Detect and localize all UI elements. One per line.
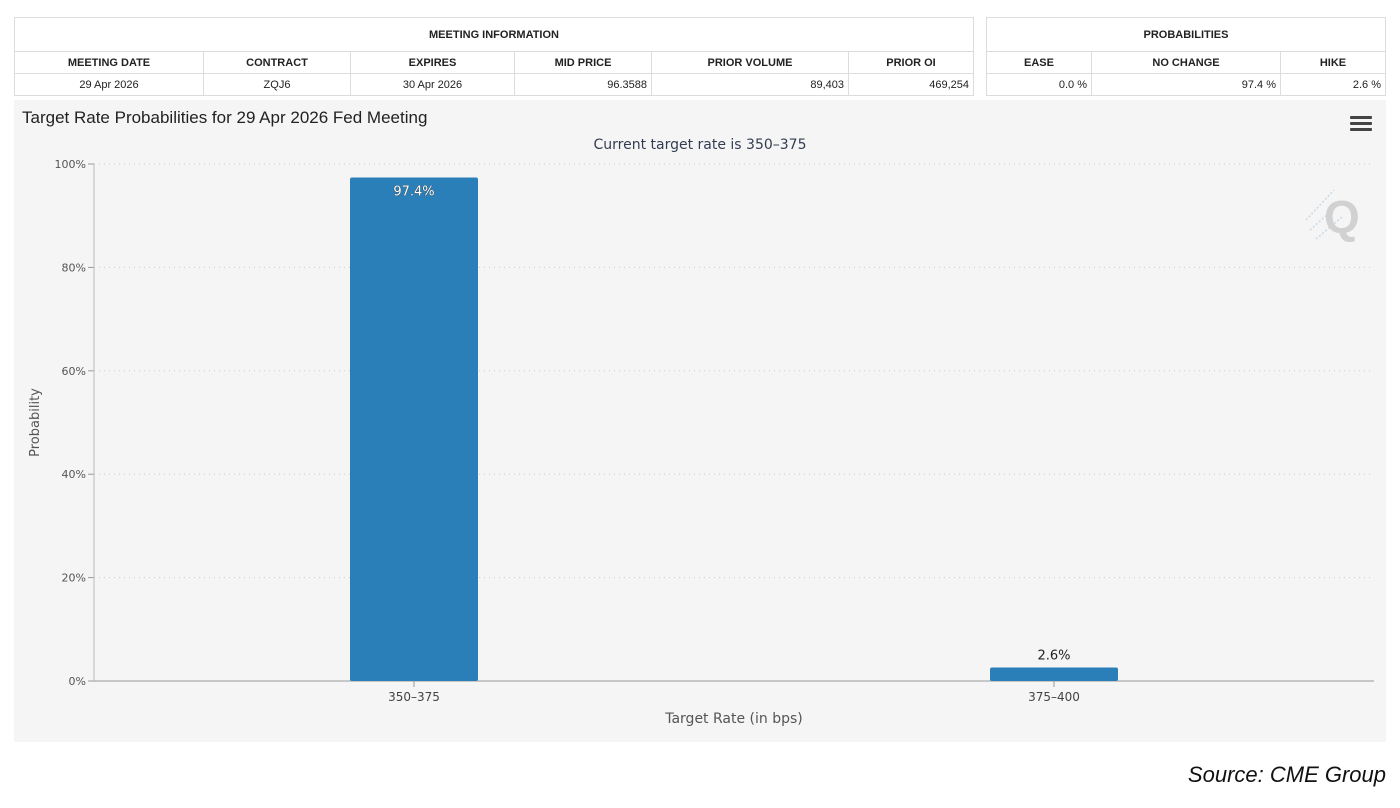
cell-contract: ZQJ6 bbox=[203, 73, 351, 96]
chart-title: Target Rate Probabilities for 29 Apr 202… bbox=[22, 108, 428, 127]
chart-panel: 0% 20% 40% 60% 80% 100% 350–375 97.4% 375–400 2.6… bbox=[14, 100, 1386, 742]
cell-expires: 30 Apr 2026 bbox=[350, 73, 515, 96]
grid-lines bbox=[94, 163, 1374, 579]
probabilities-header: PROBABILITIES bbox=[986, 17, 1386, 52]
q-logo-watermark: Q bbox=[1305, 189, 1360, 243]
col-mid-price: MID PRICE bbox=[514, 51, 652, 74]
y-tick-label: 80% bbox=[62, 261, 86, 274]
labels: 0% 20% 40% 60% 80% 100% 350–375 97.4% 375–400 2.6… bbox=[28, 158, 1080, 727]
data-label: 97.4% bbox=[393, 184, 434, 199]
source-credit: Source: CME Group bbox=[1187, 762, 1386, 787]
col-hike: HIKE bbox=[1280, 51, 1386, 74]
bar-375–400 bbox=[990, 667, 1118, 681]
cell-no-change: 97.4 % bbox=[1091, 73, 1281, 96]
bar-350–375 bbox=[350, 177, 478, 681]
x-tick-label: 350–375 bbox=[388, 690, 440, 704]
col-expires: EXPIRES bbox=[350, 51, 515, 74]
meeting-information-header: MEETING INFORMATION bbox=[14, 17, 974, 52]
probabilities-table: PROBABILITIES EASE NO CHANGE HIKE 0.0 % … bbox=[986, 17, 1386, 96]
cell-mid-price: 96.3588 bbox=[514, 73, 652, 96]
meeting-information-table: MEETING INFORMATION MEETING DATE CONTRAC… bbox=[14, 17, 974, 96]
col-no-change: NO CHANGE bbox=[1091, 51, 1281, 74]
cell-prior-oi: 469,254 bbox=[848, 73, 974, 96]
x-axis-title: Target Rate (in bps) bbox=[664, 711, 803, 727]
table-row: 29 Apr 2026 ZQJ6 30 Apr 2026 96.3588 89,… bbox=[14, 73, 974, 96]
y-tick-label: 100% bbox=[55, 158, 86, 171]
col-contract: CONTRACT bbox=[203, 51, 351, 74]
chart-subtitle: Current target rate is 350–375 bbox=[593, 137, 807, 153]
cell-meeting-date: 29 Apr 2026 bbox=[14, 73, 204, 96]
y-tick-label: 60% bbox=[62, 365, 86, 378]
bar-chart: 0% 20% 40% 60% 80% 100% 350–375 97.4% 375–400 2.6… bbox=[28, 158, 1374, 727]
y-axis-title: Probability bbox=[28, 388, 43, 457]
y-tick-label: 20% bbox=[62, 572, 86, 585]
col-meeting-date: MEETING DATE bbox=[14, 51, 204, 74]
cell-ease: 0.0 % bbox=[986, 73, 1092, 96]
x-tick-label: 375–400 bbox=[1028, 690, 1080, 704]
cell-hike: 2.6 % bbox=[1280, 73, 1386, 96]
cell-prior-volume: 89,403 bbox=[651, 73, 849, 96]
axes bbox=[88, 163, 1374, 687]
y-tick-label: 0% bbox=[69, 675, 86, 688]
y-tick-label: 40% bbox=[62, 468, 86, 481]
col-ease: EASE bbox=[986, 51, 1092, 74]
col-prior-volume: PRIOR VOLUME bbox=[651, 51, 849, 74]
bars bbox=[350, 177, 1118, 681]
data-label: 2.6% bbox=[1037, 649, 1070, 664]
svg-text:Q: Q bbox=[1324, 191, 1360, 243]
table-row: 0.0 % 97.4 % 2.6 % bbox=[986, 73, 1386, 96]
col-prior-oi: PRIOR OI bbox=[848, 51, 974, 74]
chart-menu-icon[interactable] bbox=[1350, 116, 1372, 132]
